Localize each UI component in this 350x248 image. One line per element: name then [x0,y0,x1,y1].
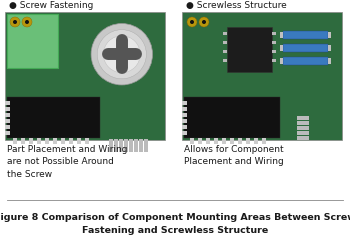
FancyBboxPatch shape [272,59,275,62]
FancyBboxPatch shape [182,131,187,135]
Circle shape [202,20,206,24]
FancyBboxPatch shape [230,138,234,144]
FancyBboxPatch shape [214,138,218,144]
FancyBboxPatch shape [328,58,331,64]
FancyBboxPatch shape [182,12,342,140]
FancyBboxPatch shape [182,113,187,117]
FancyBboxPatch shape [5,107,10,111]
FancyBboxPatch shape [7,97,100,138]
FancyBboxPatch shape [29,138,33,144]
FancyBboxPatch shape [182,119,187,123]
FancyBboxPatch shape [85,138,89,144]
FancyBboxPatch shape [144,139,147,152]
FancyBboxPatch shape [198,138,202,144]
FancyBboxPatch shape [222,138,226,144]
FancyBboxPatch shape [5,131,10,135]
FancyBboxPatch shape [5,125,10,129]
FancyBboxPatch shape [283,31,328,39]
FancyBboxPatch shape [182,107,187,111]
FancyBboxPatch shape [297,116,309,120]
FancyBboxPatch shape [297,121,309,124]
FancyBboxPatch shape [280,45,283,51]
Circle shape [13,20,17,24]
Text: Figure 8 Comparison of Component Mounting Areas Between Screw: Figure 8 Comparison of Component Mountin… [0,213,350,222]
FancyBboxPatch shape [280,32,283,38]
Circle shape [22,17,32,27]
FancyBboxPatch shape [61,138,65,144]
FancyBboxPatch shape [238,138,242,144]
FancyBboxPatch shape [272,50,275,53]
Text: Part Placement and Wiring
are not Possible Around
the Screw: Part Placement and Wiring are not Possib… [7,145,127,179]
FancyBboxPatch shape [45,138,49,144]
FancyBboxPatch shape [223,59,227,62]
FancyBboxPatch shape [283,57,328,65]
FancyBboxPatch shape [297,131,309,134]
FancyBboxPatch shape [272,32,275,35]
FancyBboxPatch shape [182,101,187,105]
FancyBboxPatch shape [328,32,331,38]
FancyBboxPatch shape [206,138,210,144]
FancyBboxPatch shape [109,139,112,152]
FancyBboxPatch shape [53,138,57,144]
Circle shape [187,17,197,27]
FancyBboxPatch shape [114,139,118,152]
FancyBboxPatch shape [227,27,272,72]
FancyBboxPatch shape [5,113,10,117]
FancyBboxPatch shape [119,139,122,152]
Circle shape [190,20,194,24]
FancyBboxPatch shape [297,126,309,129]
FancyBboxPatch shape [69,138,73,144]
FancyBboxPatch shape [182,125,187,129]
FancyBboxPatch shape [223,32,227,35]
FancyBboxPatch shape [21,138,25,144]
FancyBboxPatch shape [129,139,133,152]
FancyBboxPatch shape [262,138,266,144]
Circle shape [10,17,20,27]
FancyBboxPatch shape [223,50,227,53]
FancyBboxPatch shape [5,101,10,105]
FancyBboxPatch shape [7,14,58,68]
FancyBboxPatch shape [77,138,81,144]
Circle shape [199,17,209,27]
Circle shape [25,20,29,24]
FancyBboxPatch shape [184,97,280,138]
Text: ● Screw Fastening: ● Screw Fastening [9,1,93,10]
FancyBboxPatch shape [254,138,258,144]
Circle shape [91,24,153,85]
FancyBboxPatch shape [272,41,275,44]
FancyBboxPatch shape [13,138,17,144]
Text: ● Screwless Structure: ● Screwless Structure [186,1,287,10]
Text: Allows for Component
Placement and Wiring: Allows for Component Placement and Wirin… [184,145,284,166]
FancyBboxPatch shape [328,45,331,51]
FancyBboxPatch shape [124,139,127,152]
Circle shape [97,30,146,79]
FancyBboxPatch shape [190,138,194,144]
FancyBboxPatch shape [280,58,283,64]
FancyBboxPatch shape [223,41,227,44]
FancyBboxPatch shape [5,12,165,140]
Circle shape [103,36,140,73]
FancyBboxPatch shape [283,44,328,52]
FancyBboxPatch shape [134,139,138,152]
FancyBboxPatch shape [139,139,142,152]
FancyBboxPatch shape [297,136,309,139]
FancyBboxPatch shape [5,119,10,123]
FancyBboxPatch shape [37,138,41,144]
FancyBboxPatch shape [246,138,250,144]
Text: Fastening and Screwless Structure: Fastening and Screwless Structure [82,226,268,235]
